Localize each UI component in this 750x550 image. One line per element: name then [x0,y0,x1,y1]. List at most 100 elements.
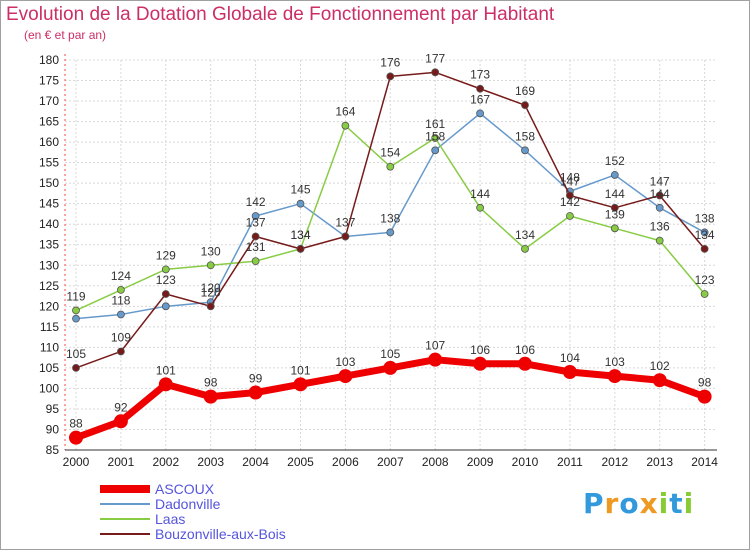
legend-entry: Laas [155,511,185,527]
data-point [521,146,529,155]
data-point [562,365,577,379]
data-point [610,203,619,212]
x-tick-label: 2011 [557,455,583,469]
data-point [610,224,619,233]
data-point [117,347,125,356]
data-label: 123 [695,273,715,287]
data-point [428,352,443,367]
y-tick-label: 120 [39,299,59,313]
x-tick-label: 2013 [646,455,673,469]
x-tick-label: 2004 [242,455,269,469]
data-point [697,389,712,404]
y-tick-label: 160 [39,135,59,149]
legend-entry: Dadonville [155,496,221,512]
x-tick-label: 2008 [422,455,449,469]
data-point [652,373,667,388]
data-point [521,244,529,253]
y-tick-label: 165 [39,115,59,129]
data-point [655,236,664,245]
data-point [386,72,395,81]
x-tick-label: 2001 [108,455,135,469]
y-tick-label: 130 [39,258,59,272]
data-point [248,385,263,400]
data-label: 134 [695,228,715,242]
data-point [117,285,125,294]
data-label: 144 [605,187,625,201]
data-label: 118 [111,294,130,308]
data-label: 98 [204,376,218,390]
data-label: 134 [290,228,310,242]
data-label: 88 [69,417,83,431]
data-point [72,314,80,323]
data-point [473,356,488,371]
x-tick-label: 2009 [467,455,494,469]
y-tick-label: 105 [39,361,59,375]
y-tick-label: 125 [39,279,59,293]
data-point [293,377,308,392]
data-label: 147 [650,174,670,188]
data-label: 105 [66,347,86,361]
y-tick-label: 100 [39,381,59,395]
logo-letter: r [604,487,620,520]
data-label: 131 [246,240,266,254]
data-point [251,257,260,266]
logo-letter: i [658,487,670,520]
proxiti-logo: Proxiti [583,487,694,520]
legend-entry: Bouzonville-aux-Bois [155,526,286,542]
data-label: 158 [425,129,445,143]
data-point [341,121,350,130]
x-tick-label: 2010 [512,455,539,469]
data-point [161,290,170,298]
chart-title: Evolution de la Dotation Globale de Fonc… [6,4,555,25]
data-label: 148 [560,170,580,184]
data-label: 137 [335,216,355,230]
y-tick-label: 135 [39,238,59,252]
data-point [476,84,485,93]
data-label: 147 [560,174,580,188]
data-point [206,261,215,270]
data-labels: 88 92 101 98 99 101 103 105 107 106 106 104 103 102 98… [66,51,715,430]
data-point [296,244,305,253]
data-label: 105 [380,347,400,361]
data-point [203,389,218,404]
y-tick-label: 155 [39,156,59,170]
data-label: 119 [66,289,85,303]
logo-letter: i [683,487,695,520]
data-point [72,363,80,372]
data-label: 129 [156,248,176,262]
data-label: 120 [201,281,221,295]
data-label: 104 [560,351,580,365]
data-label: 101 [156,363,176,377]
data-point [607,369,622,384]
x-tick-label: 2014 [691,455,718,469]
y-tick-label: 110 [40,340,59,354]
y-tick-label: 90 [46,422,60,436]
y-tick-label: 115 [40,320,59,334]
y-tick-label: 140 [39,217,59,231]
y-tick-label: 145 [39,197,59,211]
data-point [610,171,619,179]
data-label: 109 [111,330,131,344]
data-label: 177 [425,51,445,65]
data-point [700,228,709,237]
data-point [338,369,353,384]
data-point [518,356,532,371]
data-label: 92 [114,400,128,414]
data-point [161,265,170,274]
data-label: 169 [515,84,535,98]
data-point [206,302,215,311]
x-tick-label: 2006 [332,455,359,469]
data-label: 137 [246,216,266,230]
data-label: 161 [425,117,445,131]
data-label: 139 [605,207,625,221]
data-label: 102 [650,359,670,373]
data-point [386,162,395,171]
data-label: 173 [470,68,490,82]
data-label: 138 [695,211,715,225]
data-label: 103 [335,355,355,369]
data-point [700,244,709,253]
x-tick-label: 2005 [287,455,314,469]
